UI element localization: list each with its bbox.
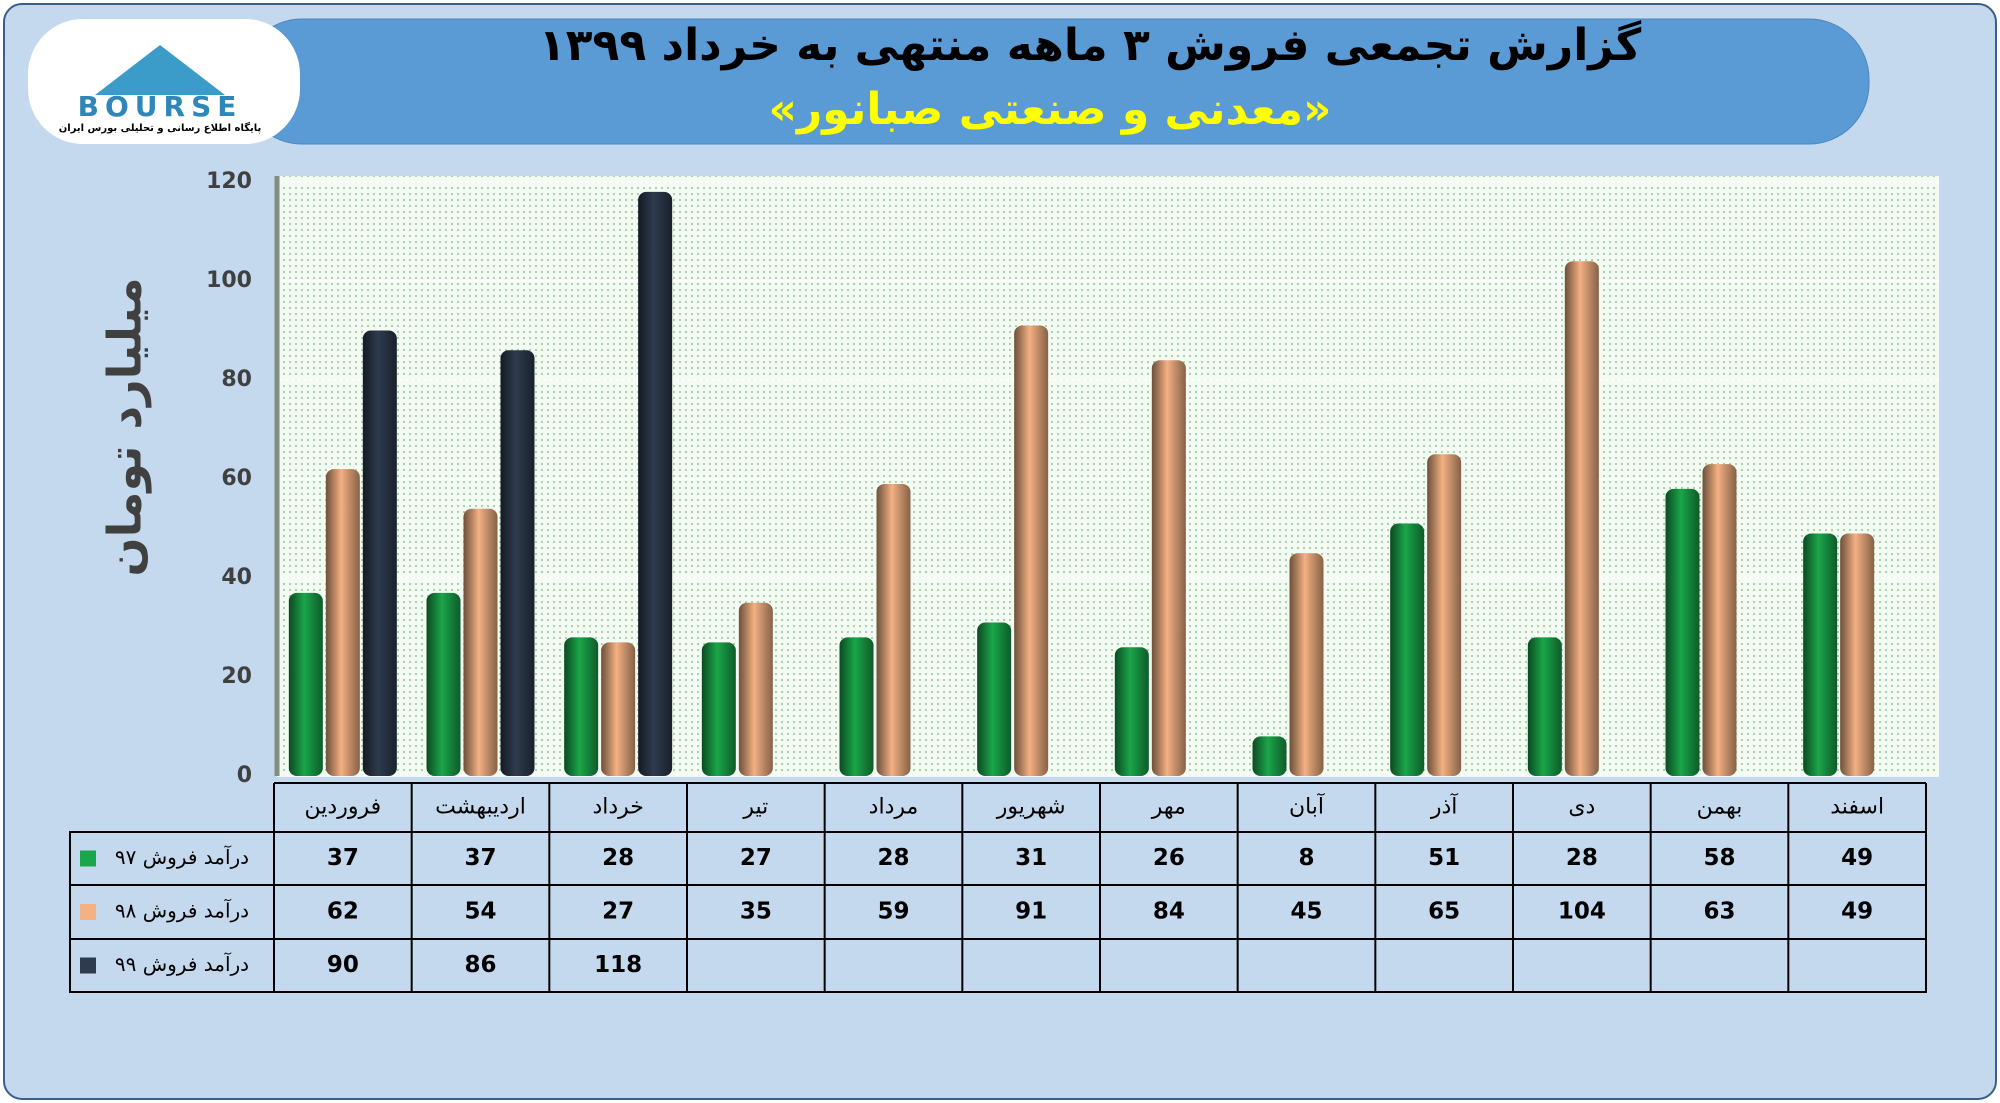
x-tick-label: اسفند — [1830, 795, 1884, 820]
bar — [1390, 523, 1425, 776]
bar — [1114, 647, 1149, 776]
bar — [1151, 360, 1186, 776]
legend-label: درآمد فروش ۹۹ — [115, 951, 249, 976]
logo-shape — [95, 45, 225, 95]
bar — [876, 483, 911, 776]
x-tick-label: شهریور — [996, 795, 1066, 820]
bar — [701, 642, 736, 776]
logo-caption: پایگاه اطلاع رسانی و تحلیلی بورس ایران — [59, 121, 262, 134]
y-tick-label: 100 — [206, 268, 252, 293]
chart-title: گزارش تجمعی فروش ۳ ماهه منتهی به خرداد ۱… — [539, 19, 1642, 71]
bar — [362, 330, 397, 776]
table-value: 63 — [1703, 899, 1735, 925]
table-value: 91 — [1015, 899, 1047, 925]
table-value: 49 — [1841, 899, 1873, 925]
x-tick-label: خرداد — [592, 795, 643, 820]
table-value: 35 — [740, 899, 772, 925]
bar — [1840, 533, 1875, 776]
legend-label: درآمد فروش ۹۸ — [115, 898, 249, 923]
bar — [1702, 464, 1737, 776]
table-value: 27 — [602, 899, 634, 925]
table-value: 49 — [1841, 845, 1873, 871]
table-value: 90 — [327, 952, 359, 978]
y-axis-label: میلیارد تومان — [98, 277, 152, 576]
bar — [463, 508, 498, 776]
x-tick-label: مهر — [1151, 795, 1186, 820]
bar — [1803, 533, 1838, 776]
bar — [288, 592, 323, 776]
legend-swatch — [80, 904, 96, 920]
bar — [1527, 637, 1562, 776]
table-value: 27 — [740, 845, 772, 871]
table-value: 8 — [1298, 845, 1314, 871]
y-tick-label: 20 — [221, 664, 252, 689]
table-value: 62 — [327, 899, 359, 925]
bar — [1289, 553, 1324, 776]
bar — [1427, 454, 1462, 776]
table-value: 31 — [1015, 845, 1047, 871]
table-value: 65 — [1428, 899, 1460, 925]
chart-subtitle: «معدنی و صنعتی صبانور» — [769, 84, 1332, 135]
bar — [1014, 325, 1049, 776]
bar — [500, 350, 535, 776]
plot-area — [277, 176, 1939, 776]
table-value: 37 — [327, 845, 359, 871]
bar — [325, 469, 360, 776]
table-value: 28 — [1566, 845, 1598, 871]
legend-swatch — [80, 850, 96, 867]
y-tick-label: 60 — [221, 466, 252, 491]
table-value: 104 — [1558, 899, 1606, 925]
table-value: 26 — [1153, 845, 1185, 871]
bar — [1665, 488, 1700, 776]
table-value: 59 — [877, 899, 909, 925]
bar — [977, 622, 1012, 776]
x-tick-label: مرداد — [869, 795, 919, 820]
y-tick-label: 80 — [221, 367, 252, 392]
y-tick-label: 0 — [237, 763, 252, 788]
bar — [738, 602, 773, 776]
x-tick-label: دی — [1568, 795, 1595, 820]
x-tick-label: آذر — [1430, 793, 1458, 820]
x-tick-label: اردیبهشت — [435, 795, 526, 820]
table-value: 51 — [1428, 845, 1460, 871]
bar — [601, 642, 636, 776]
bar — [1564, 261, 1599, 776]
x-tick-label: تیر — [742, 795, 768, 820]
table-value: 54 — [464, 899, 496, 925]
bar — [564, 637, 599, 776]
y-tick-label: 120 — [206, 169, 252, 194]
table-value: 58 — [1703, 845, 1735, 871]
logo-name: BOURSE — [78, 90, 243, 123]
table-value: 118 — [594, 952, 642, 978]
bar — [1252, 736, 1287, 776]
bar — [839, 637, 874, 776]
x-tick-label: فروردین — [305, 795, 382, 820]
legend-swatch — [80, 957, 96, 974]
y-tick-label: 40 — [221, 565, 252, 590]
table-value: 37 — [464, 845, 496, 871]
x-tick-label: بهمن — [1697, 795, 1743, 820]
bar — [638, 191, 673, 776]
bar — [426, 592, 461, 776]
table-value: 84 — [1153, 899, 1185, 925]
x-tick-label: آبان — [1289, 793, 1325, 820]
legend-label: درآمد فروش ۹۷ — [115, 844, 249, 869]
table-value: 28 — [602, 845, 634, 871]
table-value: 86 — [464, 952, 496, 978]
table-value: 28 — [877, 845, 909, 871]
table-value: 45 — [1290, 899, 1322, 925]
